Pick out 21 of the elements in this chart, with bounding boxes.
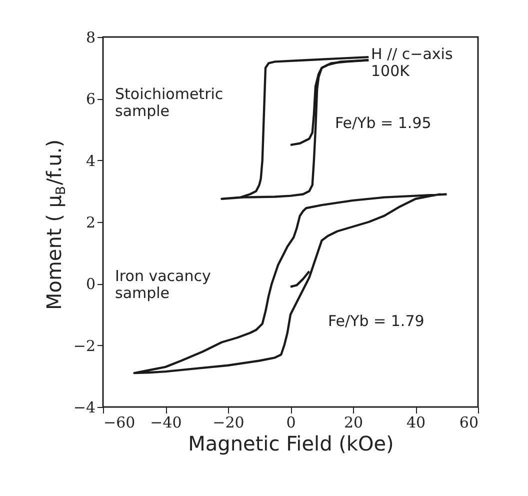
x-tick-label: 60 xyxy=(459,414,478,432)
x-axis-title: Magnetic Field (kOe) xyxy=(188,432,394,456)
y-tick-label: 2 xyxy=(86,214,96,232)
annotation: Stoichiometric sample xyxy=(115,85,224,120)
annotation: Fe/Yb = 1.79 xyxy=(328,312,424,330)
x-tick-label: 20 xyxy=(344,414,364,432)
x-tick-label: 0 xyxy=(286,414,296,432)
y-axis-title: Moment ( μB/f.u.) xyxy=(42,139,69,310)
y-tick-label: 8 xyxy=(86,28,96,46)
y-tick-label: 0 xyxy=(86,275,96,294)
x-tick-label: −40 xyxy=(150,414,182,432)
y-tick-label: −2 xyxy=(73,336,96,355)
y-tick-label: 6 xyxy=(86,90,96,108)
y-tick-label: −4 xyxy=(73,398,96,416)
annotation: Fe/Yb = 1.95 xyxy=(335,114,432,132)
y-tick-label: 4 xyxy=(86,152,96,170)
annotation: H // c−axis 100K xyxy=(371,45,453,80)
annotation: Iron vacancy sample xyxy=(115,267,211,302)
x-tick-label: 40 xyxy=(406,414,426,432)
x-tick-label: −60 xyxy=(104,414,136,432)
x-tick-label: −20 xyxy=(212,414,244,432)
